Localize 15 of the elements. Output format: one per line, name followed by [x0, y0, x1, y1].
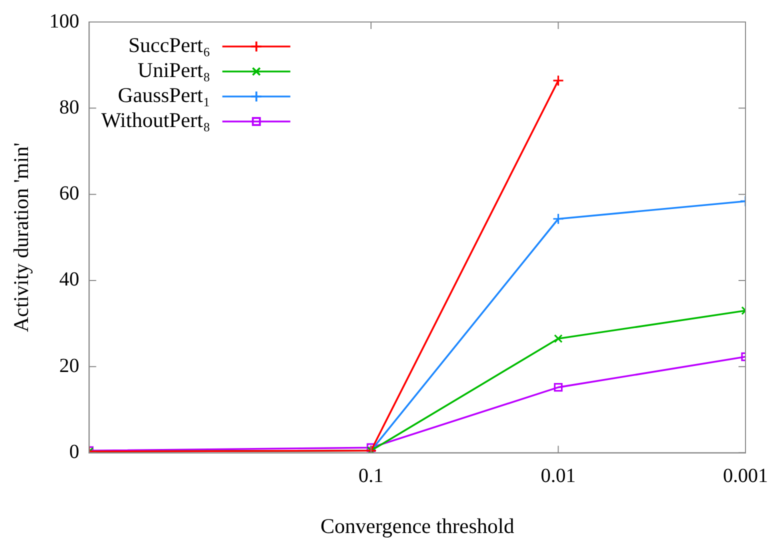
y-tick-label: 80	[59, 96, 80, 118]
x-tick-label: 0.01	[540, 465, 576, 488]
y-tick-label: 20	[59, 354, 80, 377]
y-tick-label: 40	[59, 268, 80, 291]
y-axis-title: Activity duration 'min'	[9, 142, 34, 332]
legend-label: SuccPert₆	[128, 33, 210, 58]
x-tick-label: 0.1	[358, 465, 384, 488]
legend-label: WithoutPert₈	[101, 108, 210, 132]
legend-label: GaussPert₁	[118, 83, 210, 108]
y-tick-label: 0	[69, 441, 80, 464]
x-axis-title: Convergence threshold	[320, 514, 515, 538]
y-tick-label: 60	[59, 182, 80, 205]
legend-label: UniPert₈	[138, 58, 210, 82]
y-tick-label: 100	[49, 10, 80, 32]
x-tick-label: 0.001	[723, 465, 768, 488]
